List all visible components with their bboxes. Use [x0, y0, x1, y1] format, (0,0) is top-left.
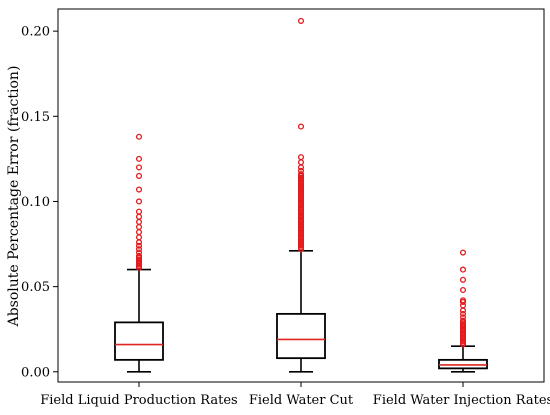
y-tick-label: 0.20 [21, 25, 50, 40]
outlier-point [135, 155, 143, 162]
outlier-point [135, 239, 143, 246]
outlier-point [135, 208, 143, 215]
outlier-point [297, 154, 305, 161]
outlier-point [459, 317, 467, 324]
x-tick-label: Field Water Cut [249, 393, 354, 408]
box-group [114, 133, 164, 373]
y-tick-label: 0.10 [21, 195, 50, 210]
y-axis-label: Absolute Percentage Error (fraction) [6, 66, 22, 328]
outlier-point [135, 249, 143, 256]
outlier-point [135, 133, 143, 140]
outlier-point [135, 164, 143, 171]
outlier-point [459, 314, 467, 321]
outlier-point [135, 252, 143, 260]
y-tick-label: 0.05 [21, 280, 50, 295]
x-tick-label: Field Water Injection Rates [373, 393, 550, 408]
box-group [276, 17, 326, 373]
outlier-point [459, 266, 467, 273]
outlier-point [297, 17, 305, 24]
outlier-point [459, 310, 467, 317]
y-tick-label: 0.00 [21, 365, 50, 380]
outlier-point [297, 171, 305, 178]
box-group [438, 249, 488, 373]
y-axis: 0.00 0.05 0.10 0.15 0.20 [21, 25, 58, 380]
outlier-point [135, 172, 143, 179]
iqr-box [438, 358, 488, 370]
outlier-point [459, 297, 467, 304]
x-axis: Field Liquid Production Rates Field Water… [40, 382, 550, 408]
outlier-point [459, 276, 467, 283]
outlier-point [135, 234, 143, 241]
outlier-point [135, 213, 143, 220]
outlier-point [135, 223, 143, 231]
y-tick-label: 0.15 [21, 110, 50, 125]
outlier-point [135, 242, 143, 249]
outlier-point [297, 164, 305, 171]
outlier-point [135, 246, 143, 253]
outlier-point [135, 186, 143, 193]
outlier-point [135, 198, 143, 205]
x-tick-label: Field Liquid Production Rates [40, 393, 237, 408]
outlier-point [459, 286, 467, 294]
outlier-point [135, 229, 143, 236]
outlier-point [459, 249, 467, 256]
outlier-point [135, 218, 143, 225]
iqr-box [276, 312, 326, 360]
boxes-layer [114, 17, 488, 373]
outlier-point [297, 159, 305, 166]
outlier-point [297, 167, 305, 174]
iqr-box [114, 321, 164, 361]
outlier-point [297, 123, 305, 130]
outlier-point [459, 307, 467, 314]
